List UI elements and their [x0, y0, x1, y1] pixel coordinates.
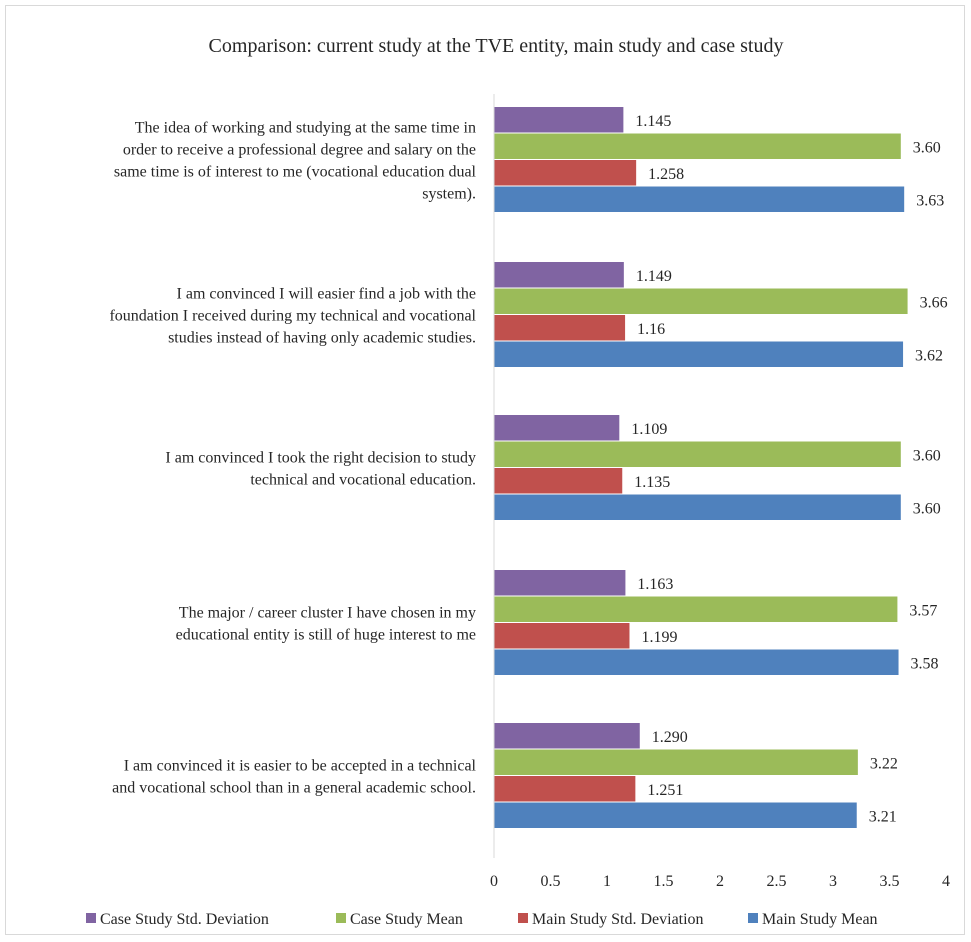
data-label-3-3: 1.135 [634, 474, 670, 491]
bar-1-5 [494, 723, 640, 749]
data-label-1-4: 1.163 [637, 576, 673, 593]
category-label-5: I am convinced it is easier to be accept… [112, 758, 476, 797]
bar-3-5 [494, 776, 635, 802]
bar-2-2 [494, 289, 908, 315]
bar-2-4 [494, 597, 897, 623]
category-labels: The idea of working and studying at the … [109, 120, 476, 797]
bar-2-5 [494, 750, 858, 776]
bars [494, 107, 908, 828]
category-label-2: I am convinced I will easier find a job … [109, 286, 476, 347]
x-tick-label-3: 1 [603, 873, 611, 890]
x-tick-label-1: 0 [490, 873, 498, 890]
x-tick-label-9: 4 [942, 873, 950, 890]
bar-1-3 [494, 415, 619, 441]
data-label-3-4: 1.199 [641, 629, 677, 646]
data-label-1-1: 1.145 [635, 113, 671, 130]
data-labels: 1.145 1.149 1.109 1.163 1.290 3.60 3.66 3.60 3.5… [631, 113, 947, 826]
bar-4-3 [494, 495, 901, 521]
x-tick-label-7: 3 [829, 873, 837, 890]
data-label-4-4: 3.58 [911, 655, 939, 672]
bar-3-1 [494, 160, 636, 186]
bar-4-1 [494, 187, 904, 213]
legend-swatch-2 [336, 913, 346, 923]
bar-3-4 [494, 623, 629, 649]
data-label-2-1: 3.60 [913, 139, 941, 156]
legend-item-4: Main Study Mean [748, 911, 878, 928]
legend-label-2: Case Study Mean [350, 911, 463, 928]
bar-1-1 [494, 107, 623, 133]
x-tick-label-2: 0.5 [541, 873, 561, 890]
data-label-3-5: 1.251 [647, 782, 683, 799]
legend-swatch-3 [518, 913, 528, 923]
legend-item-3: Main Study Std. Deviation [518, 911, 704, 928]
chart-title: Comparison: current study at the TVE ent… [209, 35, 784, 57]
bar-1-2 [494, 262, 624, 288]
legend-label-4: Main Study Mean [762, 911, 878, 928]
data-label-4-2: 3.62 [915, 347, 943, 364]
legend-swatch-1 [86, 913, 96, 923]
x-tick-label-4: 1.5 [654, 873, 674, 890]
data-label-2-5: 3.22 [870, 755, 898, 772]
data-label-4-3: 3.60 [913, 500, 941, 517]
legend-label-1: Case Study Std. Deviation [100, 911, 269, 928]
bar-4-5 [494, 803, 857, 829]
bar-3-2 [494, 315, 625, 341]
data-label-1-2: 1.149 [636, 268, 672, 285]
bar-1-4 [494, 570, 625, 596]
chart-frame: Comparison: current study at the TVE ent… [5, 5, 965, 935]
legend-swatch-4 [748, 913, 758, 923]
bar-4-2 [494, 342, 903, 368]
data-label-1-5: 1.290 [652, 729, 688, 746]
legend-item-1: Case Study Std. Deviation [86, 911, 269, 928]
data-label-1-3: 1.109 [631, 421, 667, 438]
data-label-3-2: 1.16 [637, 321, 665, 338]
category-label-4: The major / career cluster I have chosen… [176, 605, 476, 644]
data-label-2-4: 3.57 [909, 602, 937, 619]
bar-2-1 [494, 134, 901, 160]
x-tick-label-5: 2 [716, 873, 724, 890]
legend-label-3: Main Study Std. Deviation [532, 911, 704, 928]
legend: Case Study Std. Deviation Case Study Mean… [86, 911, 878, 928]
data-label-2-3: 3.60 [913, 447, 941, 464]
data-label-4-1: 3.63 [916, 192, 944, 209]
category-label-1: The idea of working and studying at the … [114, 120, 477, 203]
x-tick-label-8: 3.5 [880, 873, 900, 890]
x-tick-label-6: 2.5 [767, 873, 787, 890]
bar-2-3 [494, 442, 901, 468]
data-label-2-2: 3.66 [920, 294, 948, 311]
bar-3-3 [494, 468, 622, 494]
category-label-3: I am convinced I took the right decision… [165, 450, 476, 489]
data-label-3-1: 1.258 [648, 166, 684, 183]
data-label-4-5: 3.21 [869, 808, 897, 825]
bar-4-4 [494, 650, 899, 676]
legend-item-2: Case Study Mean [336, 911, 463, 928]
bar-chart: Comparison: current study at the TVE ent… [6, 6, 966, 936]
